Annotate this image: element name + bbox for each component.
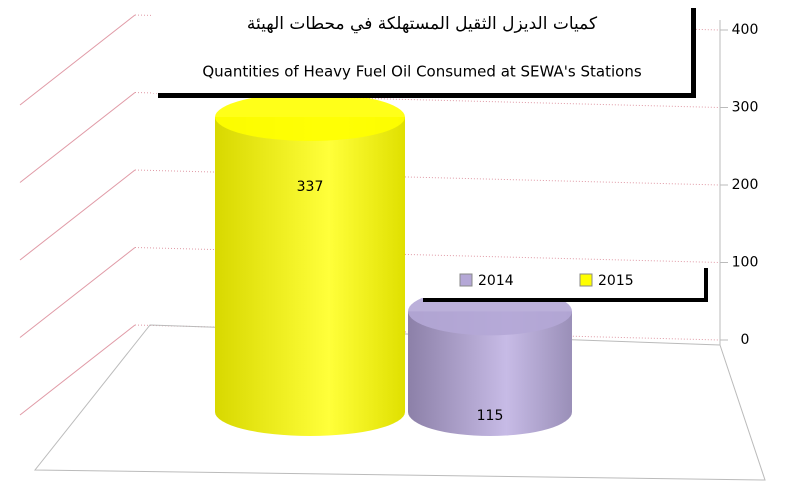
cylinder bbox=[215, 93, 405, 436]
title-box: كميات الديزل الثقيل المستهلكة في محطات ا… bbox=[153, 3, 696, 98]
grid-side bbox=[19, 169, 136, 261]
grid bbox=[19, 14, 721, 416]
grid-side bbox=[19, 247, 136, 338]
data-label: 115 bbox=[477, 408, 504, 424]
grid-side bbox=[19, 324, 136, 416]
cylinder-body bbox=[215, 117, 405, 436]
y-tick-label: 100 bbox=[732, 255, 759, 271]
chart-title: كميات الديزل الثقيل المستهلكة في محطات ا… bbox=[247, 14, 598, 34]
y-tick-label: 400 bbox=[732, 22, 759, 38]
legend-label: 2015 bbox=[598, 273, 634, 289]
y-tick-label: 200 bbox=[732, 177, 759, 193]
y-tick-label: 0 bbox=[741, 332, 750, 348]
grid-side bbox=[19, 14, 136, 106]
data-label: 337 bbox=[297, 179, 324, 195]
y-tick-label: 300 bbox=[732, 100, 759, 116]
cylinder-top bbox=[215, 93, 405, 141]
grid-side bbox=[19, 92, 136, 183]
cylinder-body bbox=[408, 311, 572, 436]
legend-swatch bbox=[459, 273, 473, 287]
legend-swatch bbox=[579, 273, 593, 287]
legend-label: 2014 bbox=[478, 273, 514, 289]
chart-subtitle: Quantities of Heavy Fuel Oil Consumed at… bbox=[202, 63, 642, 81]
